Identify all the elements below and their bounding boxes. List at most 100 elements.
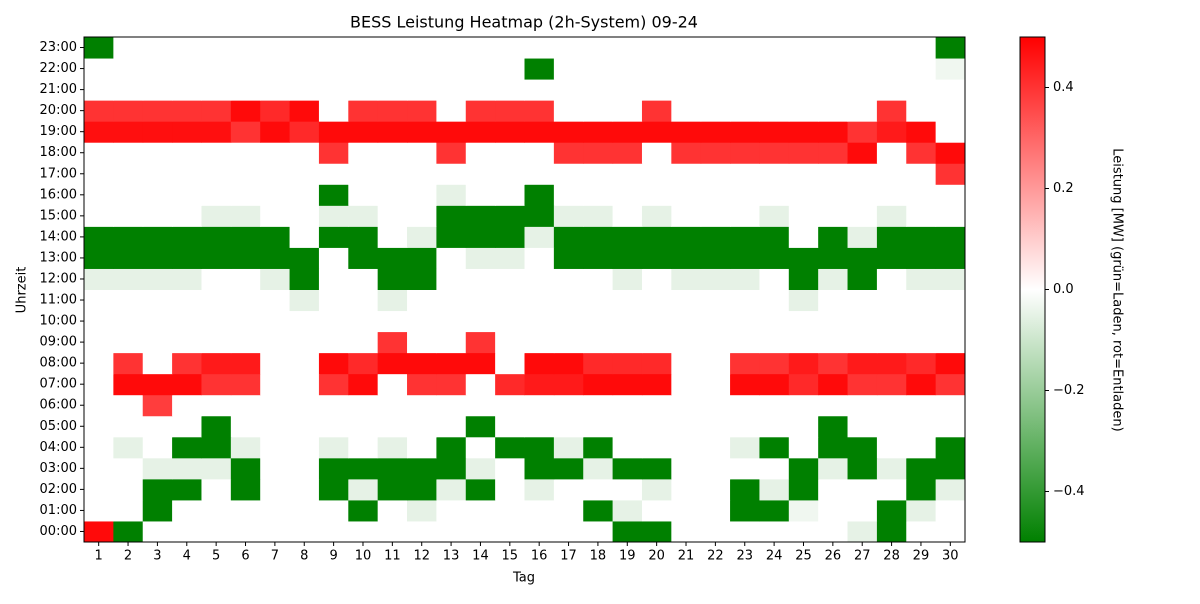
heatmap-cell [230, 37, 261, 59]
heatmap-cell [818, 457, 849, 480]
heatmap-cell [847, 184, 878, 206]
heatmap-cell [788, 226, 819, 248]
heatmap-cell [876, 184, 907, 206]
heatmap-cell [700, 520, 731, 543]
heatmap-cell [436, 268, 467, 290]
heatmap-cell [201, 520, 232, 543]
heatmap-cell [201, 184, 232, 206]
heatmap-cell [906, 310, 937, 333]
heatmap-cell [348, 331, 379, 354]
heatmap-cell [172, 184, 202, 206]
heatmap-cell [84, 352, 114, 375]
heatmap-cell [847, 226, 878, 248]
heatmap-cell [113, 142, 144, 164]
heatmap-cell [495, 520, 525, 543]
heatmap-cell [818, 184, 849, 206]
heatmap-cell [201, 247, 232, 269]
y-axis-label: Uhrzeit [15, 267, 30, 314]
heatmap-cell [377, 289, 408, 312]
x-tick-label: 27 [854, 549, 871, 564]
heatmap-cell [583, 436, 614, 459]
heatmap-cell [377, 163, 408, 185]
heatmap-cell [407, 352, 437, 375]
heatmap-cell [788, 205, 819, 227]
heatmap-cell [641, 268, 672, 290]
heatmap-cell [495, 289, 525, 312]
heatmap-cell [788, 37, 819, 59]
heatmap-cell [172, 163, 202, 185]
heatmap-cell [876, 436, 907, 459]
heatmap-cell [935, 247, 966, 269]
heatmap-cell [436, 79, 467, 101]
heatmap-cell [612, 142, 643, 164]
heatmap-cell [906, 205, 937, 227]
heatmap-cell [142, 478, 173, 501]
heatmap-cell [495, 205, 525, 227]
heatmap-cell [289, 289, 320, 312]
heatmap-cell [671, 184, 702, 206]
heatmap-cell [172, 520, 202, 543]
heatmap-cell [759, 436, 790, 459]
heatmap-cell [436, 499, 467, 522]
heatmap-cell [700, 331, 731, 354]
heatmap-cell [730, 205, 760, 227]
heatmap-cell [348, 499, 379, 522]
heatmap-cell [583, 352, 614, 375]
heatmap-cell [436, 37, 467, 59]
heatmap-cell [436, 478, 467, 501]
heatmap-cell [377, 352, 408, 375]
heatmap-cell [847, 457, 878, 480]
chart-title: BESS Leistung Heatmap (2h-System) 09-24 [350, 13, 698, 32]
heatmap-cell [788, 499, 819, 522]
heatmap-cell [142, 373, 173, 396]
heatmap-cell [260, 436, 291, 459]
heatmap-cell [847, 163, 878, 185]
heatmap-cell [113, 163, 144, 185]
heatmap-cell [876, 394, 907, 417]
heatmap-cell [172, 289, 202, 312]
heatmap-cell [583, 394, 614, 417]
heatmap-cell [671, 226, 702, 248]
heatmap-cell [788, 331, 819, 354]
x-tick-label: 22 [707, 549, 724, 564]
heatmap-cell [465, 373, 496, 396]
heatmap-cell [495, 79, 525, 101]
heatmap-cell [612, 457, 643, 480]
heatmap-cell [876, 247, 907, 269]
colorbar-tick-label: −0.4 [1053, 484, 1085, 499]
heatmap-cell [348, 100, 379, 122]
heatmap-cell [671, 457, 702, 480]
y-tick-label: 06:00 [40, 398, 77, 413]
heatmap-cell [641, 394, 672, 417]
heatmap-cell [524, 268, 555, 290]
heatmap-cell [465, 205, 496, 227]
heatmap-cell [641, 205, 672, 227]
heatmap-cell [377, 58, 408, 80]
heatmap-cell [906, 268, 937, 290]
heatmap-cell [377, 394, 408, 417]
heatmap-cell [377, 37, 408, 59]
heatmap-cell [172, 394, 202, 417]
heatmap-cell [524, 331, 555, 354]
heatmap-cell [524, 499, 555, 522]
heatmap-cell [788, 142, 819, 164]
heatmap-cell [524, 247, 555, 269]
heatmap-cell [788, 184, 819, 206]
heatmap-cell [84, 142, 114, 164]
heatmap-cell [172, 415, 202, 438]
heatmap-cell [524, 373, 555, 396]
heatmap-cell [641, 520, 672, 543]
x-tick-label: 2 [124, 549, 132, 564]
heatmap-cell [524, 142, 555, 164]
heatmap-cell [788, 79, 819, 101]
heatmap-cell [142, 247, 173, 269]
heatmap-cell [553, 100, 584, 122]
heatmap-cell [788, 163, 819, 185]
heatmap-cell [348, 436, 379, 459]
heatmap-cell [671, 520, 702, 543]
heatmap-cell [407, 436, 437, 459]
heatmap-cell [201, 478, 232, 501]
heatmap-cell [583, 79, 614, 101]
heatmap-cell [700, 499, 731, 522]
heatmap-cell [407, 394, 437, 417]
